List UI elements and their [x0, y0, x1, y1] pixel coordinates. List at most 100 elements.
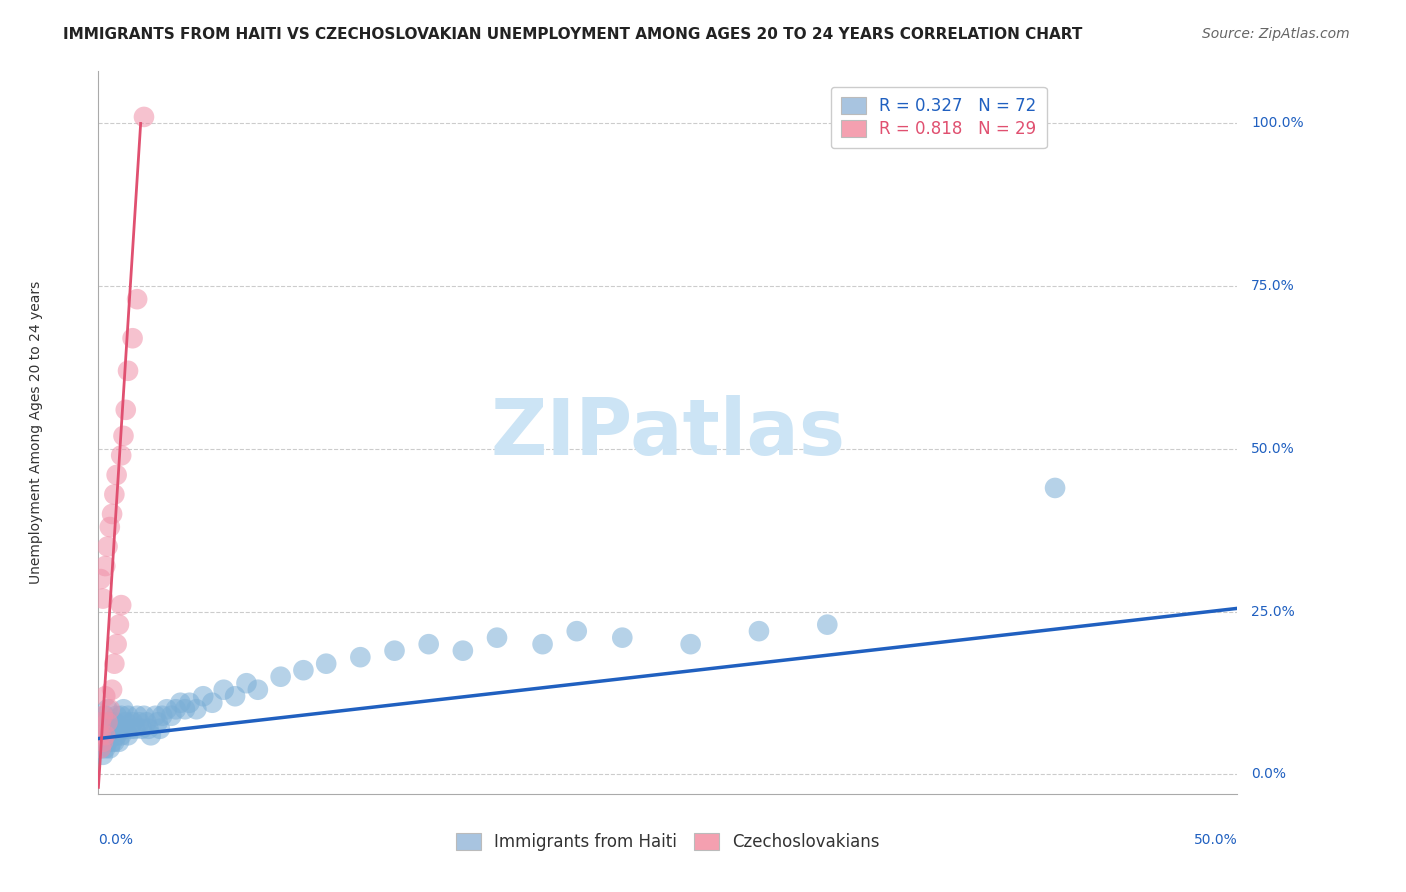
- Text: 100.0%: 100.0%: [1251, 117, 1303, 130]
- Point: [110, 598, 132, 612]
- Point: [149, 722, 172, 736]
- Point: [349, 650, 371, 665]
- Point: [486, 631, 509, 645]
- Legend: Immigrants from Haiti, Czechoslovakians: Immigrants from Haiti, Czechoslovakians: [450, 826, 886, 858]
- Point: [112, 702, 135, 716]
- Point: [224, 690, 246, 704]
- Point: [101, 722, 124, 736]
- Point: [120, 722, 142, 736]
- Point: [169, 696, 191, 710]
- Point: [117, 364, 139, 378]
- Point: [101, 682, 124, 697]
- Point: [748, 624, 770, 639]
- Point: [110, 708, 132, 723]
- Point: [108, 735, 131, 749]
- Point: [114, 402, 136, 417]
- Point: [96, 722, 118, 736]
- Point: [292, 663, 315, 677]
- Point: [96, 540, 118, 554]
- Point: [96, 702, 118, 716]
- Point: [94, 728, 117, 742]
- Text: 0.0%: 0.0%: [1251, 767, 1286, 781]
- Point: [110, 449, 132, 463]
- Text: ZIPatlas: ZIPatlas: [491, 394, 845, 471]
- Point: [139, 728, 162, 742]
- Point: [165, 702, 187, 716]
- Point: [91, 747, 114, 762]
- Point: [96, 735, 118, 749]
- Point: [138, 722, 160, 736]
- Point: [612, 631, 634, 645]
- Point: [91, 708, 114, 723]
- Point: [565, 624, 588, 639]
- Point: [146, 715, 169, 730]
- Point: [103, 715, 125, 730]
- Point: [212, 682, 235, 697]
- Point: [179, 696, 201, 710]
- Point: [96, 715, 118, 730]
- Point: [98, 715, 121, 730]
- Text: IMMIGRANTS FROM HAITI VS CZECHOSLOVAKIAN UNEMPLOYMENT AMONG AGES 20 TO 24 YEARS : IMMIGRANTS FROM HAITI VS CZECHOSLOVAKIAN…: [63, 27, 1083, 42]
- Point: [315, 657, 337, 671]
- Point: [94, 708, 117, 723]
- Point: [145, 708, 167, 723]
- Point: [132, 708, 155, 723]
- Text: Unemployment Among Ages 20 to 24 years: Unemployment Among Ages 20 to 24 years: [28, 281, 42, 584]
- Point: [384, 643, 406, 657]
- Point: [193, 690, 215, 704]
- Point: [101, 735, 124, 749]
- Point: [105, 467, 128, 482]
- Point: [117, 728, 139, 742]
- Point: [91, 722, 114, 736]
- Point: [135, 715, 157, 730]
- Point: [112, 722, 135, 736]
- Point: [121, 331, 143, 345]
- Point: [105, 708, 128, 723]
- Point: [679, 637, 702, 651]
- Point: [90, 715, 112, 730]
- Point: [132, 110, 155, 124]
- Point: [270, 670, 292, 684]
- Point: [98, 520, 121, 534]
- Point: [124, 722, 146, 736]
- Point: [815, 617, 838, 632]
- Point: [128, 715, 150, 730]
- Text: 75.0%: 75.0%: [1251, 279, 1295, 293]
- Point: [94, 741, 117, 756]
- Point: [127, 292, 149, 306]
- Point: [235, 676, 257, 690]
- Point: [112, 429, 135, 443]
- Point: [98, 728, 121, 742]
- Point: [117, 708, 139, 723]
- Point: [94, 728, 117, 742]
- Point: [103, 487, 125, 501]
- Text: 0.0%: 0.0%: [98, 833, 134, 847]
- Point: [110, 728, 132, 742]
- Point: [91, 735, 114, 749]
- Point: [90, 741, 112, 756]
- Point: [201, 696, 224, 710]
- Point: [98, 702, 121, 716]
- Point: [127, 708, 149, 723]
- Point: [105, 728, 128, 742]
- Point: [90, 741, 112, 756]
- Point: [531, 637, 554, 651]
- Text: 50.0%: 50.0%: [1194, 833, 1237, 847]
- Point: [108, 617, 131, 632]
- Point: [90, 715, 112, 730]
- Point: [101, 507, 124, 521]
- Point: [90, 728, 112, 742]
- Point: [90, 572, 112, 586]
- Point: [91, 591, 114, 606]
- Point: [150, 708, 173, 723]
- Point: [1043, 481, 1066, 495]
- Point: [90, 728, 112, 742]
- Point: [186, 702, 208, 716]
- Point: [156, 702, 179, 716]
- Point: [121, 715, 143, 730]
- Point: [174, 702, 197, 716]
- Point: [160, 708, 183, 723]
- Point: [418, 637, 440, 651]
- Text: 25.0%: 25.0%: [1251, 605, 1295, 619]
- Text: 50.0%: 50.0%: [1251, 442, 1295, 456]
